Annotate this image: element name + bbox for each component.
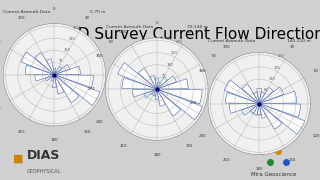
Bar [53,68,55,75]
Bar [259,87,273,104]
Bar [259,91,297,103]
Bar [138,68,157,89]
Bar [54,75,93,87]
Bar [150,75,157,89]
Bar [254,93,259,103]
Bar [45,75,54,81]
Bar [259,103,300,117]
Bar [157,89,202,120]
Bar [132,89,157,97]
Bar [35,52,54,75]
Bar [52,75,56,88]
Bar [144,89,157,98]
Bar [54,75,100,105]
Bar [122,78,157,89]
Bar [259,93,265,103]
Text: 0-70 m: 0-70 m [90,10,106,14]
Bar [155,89,158,100]
Bar [259,87,284,104]
Bar [25,65,54,75]
Bar [157,79,188,89]
Text: 140-210 m: 140-210 m [287,39,310,43]
Text: Mira Geoscience: Mira Geoscience [251,172,296,177]
Bar [157,89,202,104]
Bar [226,92,259,104]
Bar [242,84,259,104]
Bar [242,103,259,115]
Bar [251,103,259,113]
Bar [259,103,305,134]
Text: Current Azimuth Data: Current Azimuth Data [208,39,255,43]
Bar [229,103,259,113]
Text: ■: ■ [13,153,23,163]
Bar [54,66,62,75]
Bar [259,103,267,118]
Bar [157,89,180,116]
Bar [118,63,157,89]
Bar [257,89,261,104]
Bar [157,77,167,89]
Text: 3D Survey Current Flow Directionality: 3D Survey Current Flow Directionality [68,27,320,42]
Bar [157,82,160,89]
Bar [54,66,80,75]
Text: Current Azimuth Data: Current Azimuth Data [3,10,50,14]
Bar [257,103,261,115]
Bar [153,89,157,96]
Bar [52,75,54,78]
Bar [254,103,259,114]
Bar [54,64,69,75]
Bar [46,59,54,75]
Bar [35,75,54,81]
Bar [224,80,259,103]
Bar [259,103,282,129]
Bar [54,71,56,75]
Text: Current Azimuth Data: Current Azimuth Data [106,25,153,29]
Bar [157,76,176,89]
Bar [54,75,79,103]
Bar [51,75,54,81]
Bar [54,75,64,94]
Text: DIAS: DIAS [27,149,60,162]
Bar [157,89,165,106]
Bar [155,79,158,89]
Text: GEOPHYSICAL: GEOPHYSICAL [27,169,61,174]
Bar [152,89,157,95]
Text: 70-140 m: 70-140 m [187,25,208,29]
Bar [21,52,54,75]
